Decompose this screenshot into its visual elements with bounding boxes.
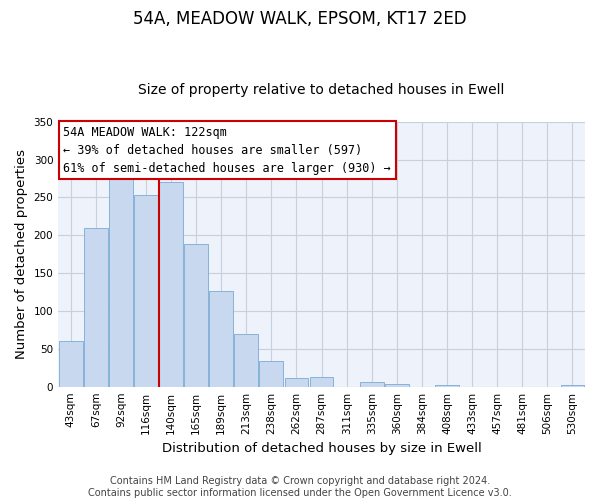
Bar [235,334,258,386]
Text: 54A MEADOW WALK: 122sqm
← 39% of detached houses are smaller (597)
61% of semi-d: 54A MEADOW WALK: 122sqm ← 39% of detache… [64,126,391,175]
Text: Contains HM Land Registry data © Crown copyright and database right 2024.
Contai: Contains HM Land Registry data © Crown c… [88,476,512,498]
Bar [159,182,183,386]
X-axis label: Distribution of detached houses by size in Ewell: Distribution of detached houses by size … [162,442,481,455]
Bar [84,228,108,386]
Bar [360,382,383,386]
Bar [109,175,133,386]
Bar [259,361,283,386]
Bar [284,378,308,386]
Bar [385,384,409,386]
Y-axis label: Number of detached properties: Number of detached properties [15,149,28,359]
Bar [560,385,584,386]
Bar [310,377,334,386]
Text: 54A, MEADOW WALK, EPSOM, KT17 2ED: 54A, MEADOW WALK, EPSOM, KT17 2ED [133,10,467,28]
Bar [435,385,459,386]
Bar [184,244,208,386]
Title: Size of property relative to detached houses in Ewell: Size of property relative to detached ho… [139,83,505,97]
Bar [134,195,158,386]
Bar [209,292,233,386]
Bar [59,342,83,386]
